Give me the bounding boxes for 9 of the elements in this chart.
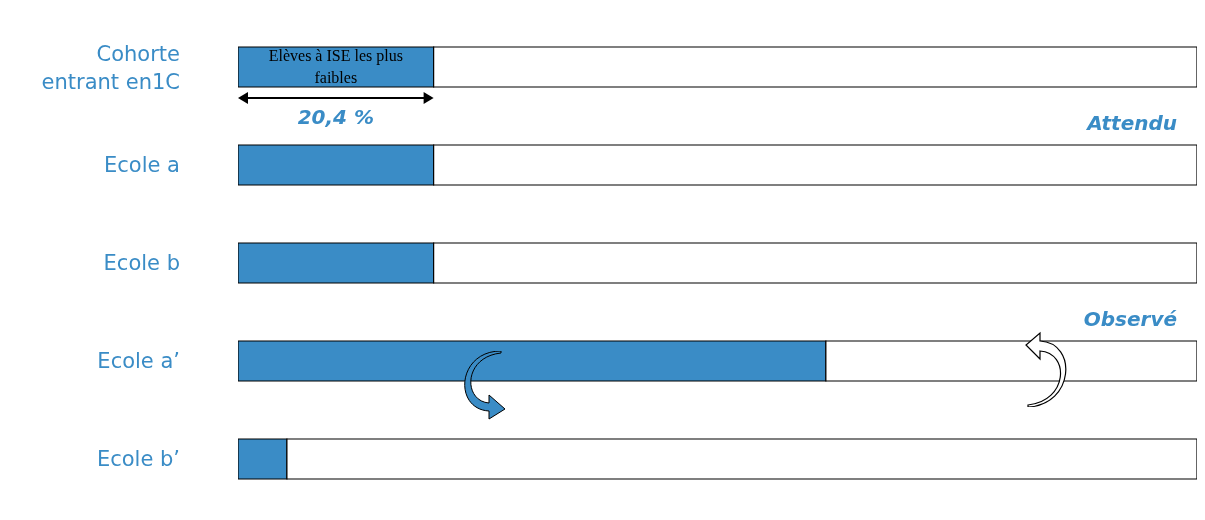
annotation: 20,4 % (296, 105, 375, 129)
annotation: Attendu (1087, 111, 1177, 135)
annotation: Observé (1083, 307, 1177, 331)
y-tick-label: Ecole b (103, 251, 180, 275)
annotation: Elèves à ISE les plus faibles (267, 46, 404, 88)
y-tick-label: Cohorte entrant en1C (41, 42, 180, 94)
y-tick-label: Ecole a (104, 153, 180, 177)
y-tick-label: Ecole b’ (96, 447, 180, 471)
y-tick-label: Ecole a’ (97, 349, 180, 373)
